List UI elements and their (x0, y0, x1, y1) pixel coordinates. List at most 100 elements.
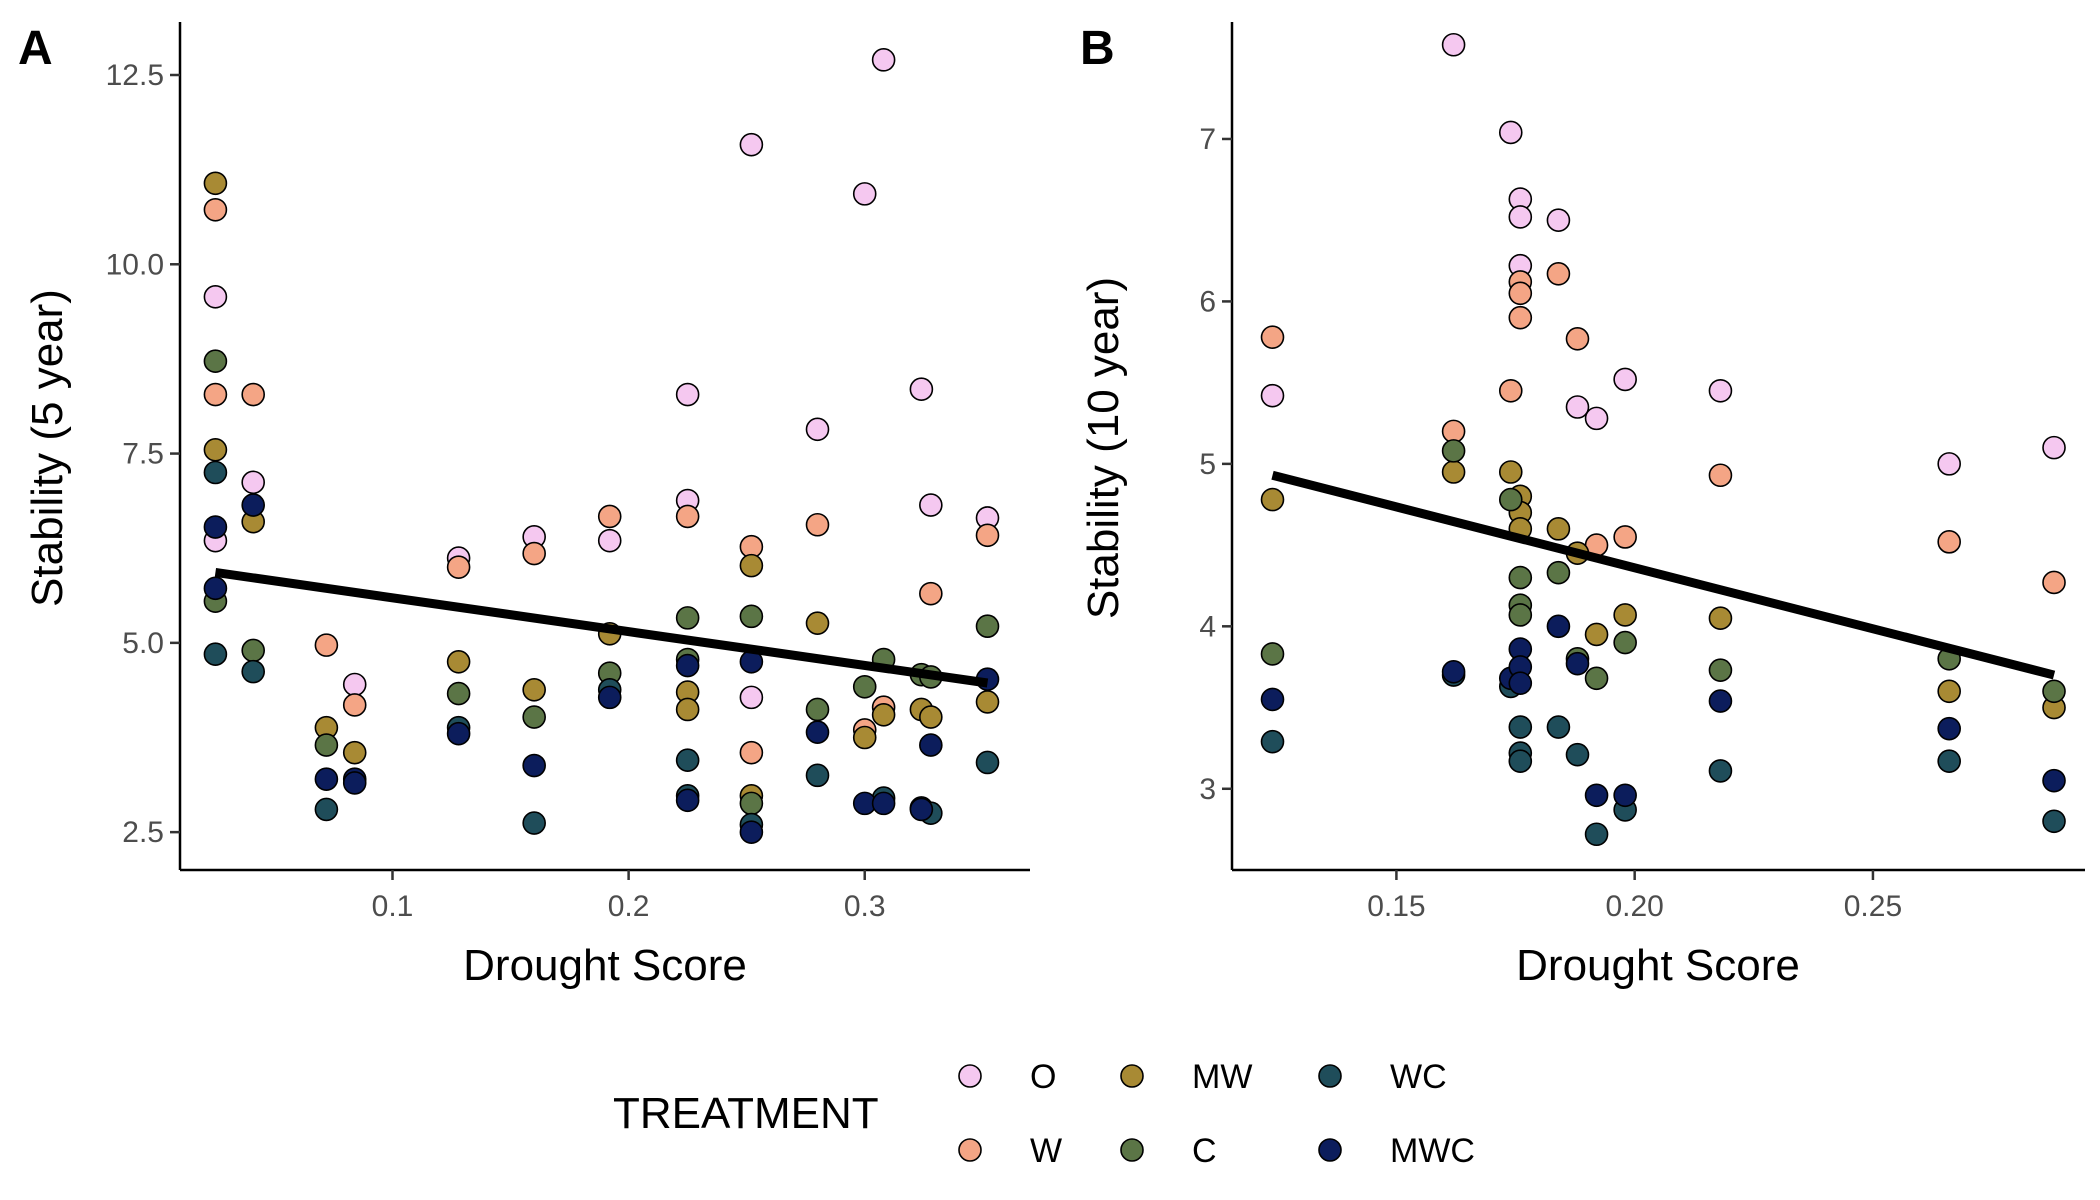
panel-b-x-axis-title: Drought Score (1516, 941, 1800, 990)
panel-b-point-c (1508, 565, 1533, 590)
panel-b-point-w (1546, 262, 1571, 286)
panel-a-axes: 2.5 5.0 7.5 10.0 12.5 0.1 0.2 0.3 (106, 22, 1030, 923)
panel-a-point-o (203, 285, 228, 309)
panel-b-point-w (1498, 378, 1523, 403)
panel-b-points (1260, 32, 2066, 847)
panel-a-point-w (522, 541, 546, 566)
panel-a-point-mwc (446, 721, 471, 746)
legend-label-wc: WC (1390, 1058, 1447, 1096)
panel-b-point-mwc (1508, 671, 1533, 695)
panel-a-point-mw (975, 690, 1000, 714)
panel-b-point-o (1441, 32, 1466, 57)
panel-a-point-mwc (203, 515, 228, 539)
panel-a-y-tick-label: 5.0 (122, 627, 164, 660)
panel-a-point-o (739, 132, 764, 157)
panel-a: A 2.5 5.0 7.5 10.0 12.5 0.1 0.2 0.3 Drought Sco… (18, 22, 1030, 990)
panel-a-point-o (919, 493, 943, 517)
panel-b-point-o (1708, 378, 1733, 403)
panel-a-point-o (909, 377, 934, 402)
panel-a-point-wc (314, 797, 339, 822)
panel-b-point-wc (1260, 729, 1285, 754)
panel-a-point-mw (675, 697, 700, 722)
legend-label-w: W (1030, 1132, 1062, 1170)
panel-a-point-mwc (522, 753, 546, 778)
panel-b-point-o (1508, 205, 1533, 229)
panel-b-point-wc (2042, 809, 2066, 834)
panel-a-point-mw (805, 611, 830, 635)
panel-b-point-wc (1565, 742, 1590, 767)
panel-a-point-w (203, 382, 228, 407)
panel-a-point-mw (522, 677, 546, 702)
panel-b-point-mw (1546, 517, 1571, 541)
panel-a-point-o (597, 528, 622, 553)
panel-a-point-w (597, 504, 622, 529)
legend-key-wc (1318, 1064, 1342, 1088)
panel-a-point-w (805, 512, 830, 537)
panel-b-point-w (1508, 281, 1533, 306)
panel-a-point-wc (975, 750, 1000, 775)
panel-a-point-c (739, 604, 764, 629)
panel-a-point-o (241, 470, 265, 495)
panel-b-y-tick-label: 4 (1199, 610, 1216, 643)
panel-a-y-axis-title: Stability (5 year) (23, 289, 72, 607)
panel-b-x-tick-label: 0.25 (1844, 890, 1902, 923)
panel-b-point-wc (1508, 749, 1533, 773)
panel-a-point-c (203, 349, 228, 374)
panel-a-point-o (342, 672, 367, 697)
panel-b-point-w (1565, 326, 1590, 351)
panel-b-point-w (1613, 525, 1637, 549)
panel-a-y-tick-label: 12.5 (106, 59, 164, 92)
panel-b-point-w (1937, 530, 1961, 554)
panel-a-point-mwc (203, 576, 228, 601)
legend-label-mwc: MWC (1390, 1132, 1475, 1170)
panel-b-point-wc (1937, 749, 1961, 773)
panel-a-trend-line (214, 567, 989, 688)
panel-a-point-mw (342, 740, 367, 765)
legend-label-o: O (1030, 1058, 1056, 1096)
panel-a-point-mwc (919, 733, 943, 757)
panel-b-point-mwc (1937, 716, 1961, 741)
panel-b-point-mw (1937, 679, 1961, 704)
panel-a-point-mwc (314, 767, 339, 791)
panel-b-y-axis-title: Stability (10 year) (1079, 277, 1128, 619)
panel-a-point-mw (871, 702, 896, 727)
panel-a-point-w (314, 633, 339, 657)
panel-b-point-mw (1613, 603, 1637, 627)
panel-b-point-mw (1498, 460, 1523, 484)
panel-b-point-o (1613, 367, 1637, 392)
panel-a-point-o (852, 182, 877, 206)
panel-b-axes: 3 4 5 6 7 0.15 0.20 0.25 (1199, 22, 2085, 923)
panel-b-point-mwc (1708, 689, 1733, 713)
panel-a-point-mwc (342, 771, 367, 795)
panel-a-point-w (975, 523, 1000, 548)
panel-a-point-mwc (871, 791, 896, 816)
panel-b-point-mwc (1613, 783, 1637, 808)
panel-a-point-w (241, 382, 265, 407)
panel-a-point-wc (241, 659, 265, 684)
panel-b-point-c (1546, 560, 1571, 585)
panel-b-point-w (1708, 463, 1733, 488)
panel-a-point-w (919, 581, 943, 606)
panel-b-point-mw (1260, 487, 1285, 512)
panel-b-point-o (1260, 383, 1285, 408)
panel-a-point-o (805, 417, 830, 442)
legend-key-c (1120, 1138, 1144, 1162)
panel-b-point-c (1508, 603, 1533, 627)
panel-a-point-wc (675, 748, 700, 773)
panel-b: B 3 4 5 6 7 0.15 0.20 0.25 Drought Score Stabil… (1079, 22, 2085, 990)
panel-a-point-c (522, 705, 546, 729)
panel-a-point-c (739, 791, 764, 816)
panel-a-x-tick-label: 0.2 (608, 890, 650, 923)
panel-b-point-c (1441, 439, 1466, 463)
panel-b-point-w (2042, 570, 2066, 595)
panel-a-point-mwc (909, 797, 934, 822)
legend-label-c: C (1192, 1132, 1217, 1170)
panel-a-point-mwc (675, 788, 700, 813)
panel-a-point-wc (203, 642, 228, 667)
panel-b-point-c (2042, 679, 2066, 704)
panel-b-y-tick-label: 6 (1199, 285, 1216, 318)
panel-a-point-w (446, 555, 471, 579)
panel-a-point-o (675, 382, 700, 407)
